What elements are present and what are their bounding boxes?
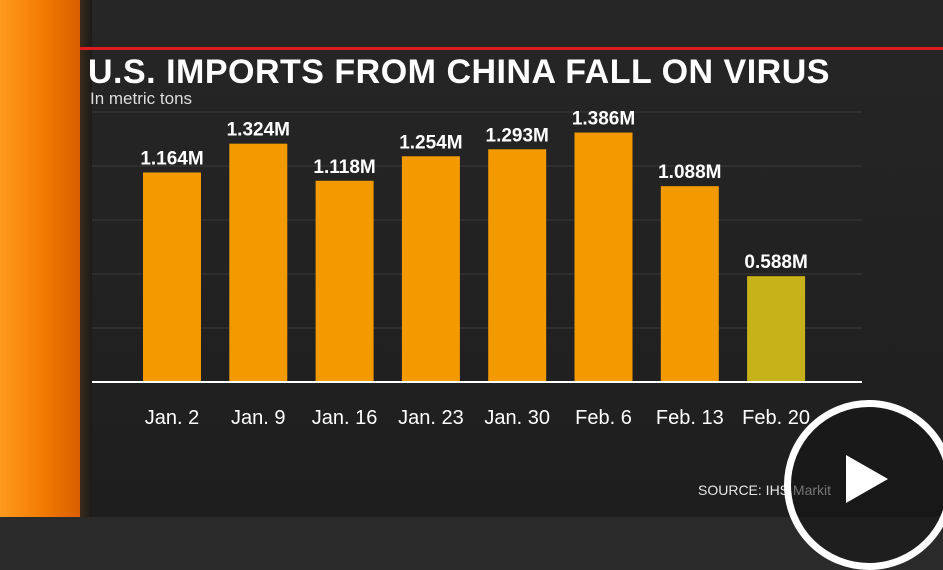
tick-label: Jan. 2 (145, 407, 199, 429)
bar-chart: 1.164M Jan. 2 1.324M Jan. 9 1.118M Jan. 16 1.2… (92, 109, 862, 429)
play-icon[interactable] (846, 455, 888, 503)
data-label: 1.293M (486, 125, 549, 146)
data-label: 1.164M (140, 148, 203, 169)
chart-title: U.S. IMPORTS FROM CHINA FALL ON VIRUS (88, 53, 830, 91)
bar (229, 143, 288, 382)
bar (143, 172, 201, 382)
title-rule (80, 47, 943, 50)
bar (488, 149, 547, 382)
chart-subtitle: In metric tons (90, 89, 193, 108)
tick-label: Jan. 16 (312, 407, 378, 429)
data-label: 1.088M (658, 162, 721, 183)
tick-label: Feb. 6 (575, 407, 632, 429)
tick-label: Feb. 13 (656, 407, 724, 429)
bar (747, 276, 806, 382)
tick-label: Feb. 20 (742, 407, 810, 429)
brand-stripe-shadow (80, 0, 92, 517)
tick-label: Jan. 30 (484, 407, 550, 429)
data-label: 1.324M (227, 120, 290, 141)
tick-label: Jan. 9 (231, 407, 285, 429)
data-label: 0.588M (744, 252, 807, 273)
bar (401, 156, 460, 382)
bar (660, 186, 719, 382)
bar (574, 132, 633, 382)
data-label: 1.118M (313, 157, 375, 178)
data-label: 1.254M (399, 132, 462, 153)
brand-stripe (0, 0, 80, 517)
bar (315, 180, 374, 382)
tick-label: Jan. 23 (398, 407, 464, 429)
data-label: 1.386M (572, 109, 635, 130)
